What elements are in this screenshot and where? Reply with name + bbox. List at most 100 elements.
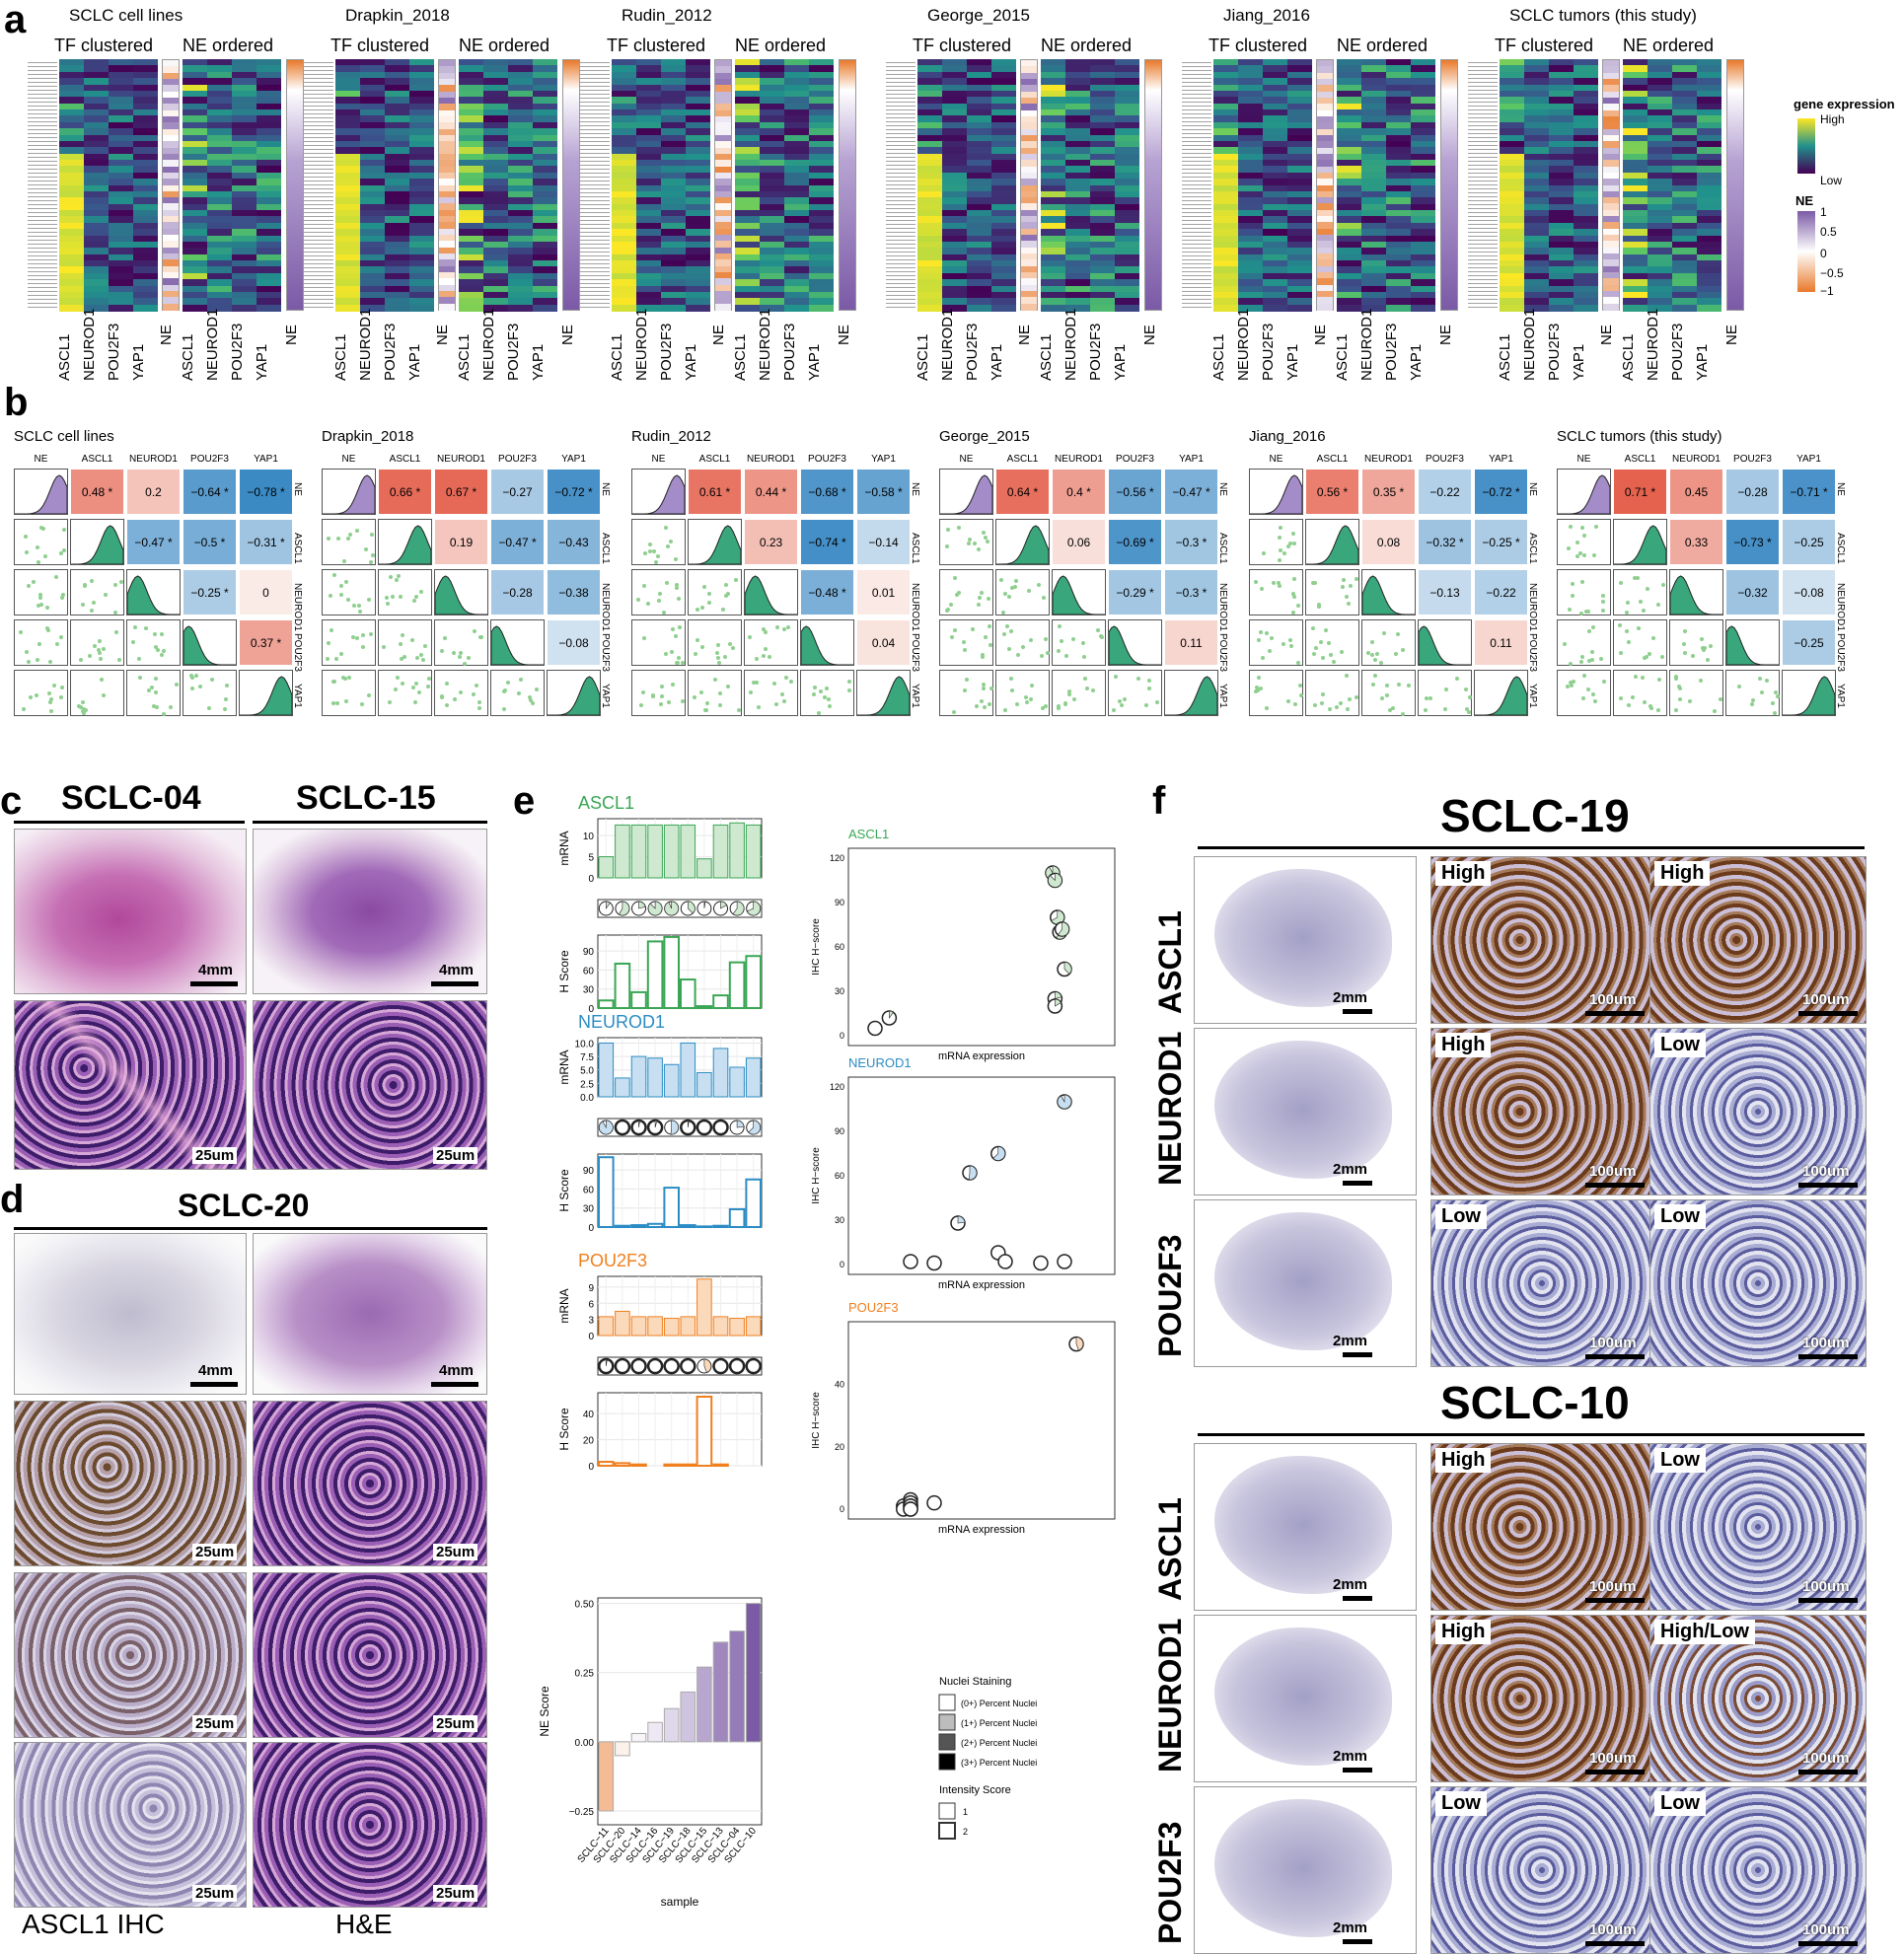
density-plot <box>15 474 67 514</box>
heatmap-cell <box>1361 109 1386 117</box>
heatmap-cell <box>636 59 661 67</box>
heatmap-cell <box>942 65 967 73</box>
ne-cell <box>163 284 179 292</box>
heatmap-cell <box>967 304 991 312</box>
heatmap-cell <box>1574 128 1598 136</box>
scatter-pie-slice <box>957 1215 966 1224</box>
heatmap-cell <box>1672 160 1697 168</box>
heatmap-cell <box>1337 84 1361 92</box>
heatmap-cell <box>636 260 661 268</box>
ne-cell <box>1021 278 1037 286</box>
heatmap-cell <box>256 147 281 155</box>
ne-ordered-heatmap <box>459 59 557 312</box>
heatmap-cell <box>760 197 784 205</box>
ne-cell <box>1603 272 1619 280</box>
y-tick-label: 10.0 <box>575 1039 595 1049</box>
scatter-point <box>506 680 511 685</box>
heatmap-cell <box>686 84 710 92</box>
corr-row-label: ASCL1 <box>910 533 920 564</box>
heatmap-cell <box>1090 65 1115 73</box>
heatmap-cell <box>612 71 636 80</box>
heatmap-cell <box>1386 304 1411 312</box>
heatmap-cell <box>1648 285 1672 293</box>
heatmap-cell <box>1213 197 1238 205</box>
heatmap-cell <box>483 109 508 117</box>
heatmap-cell <box>59 84 84 92</box>
heatmap-cell <box>784 222 809 231</box>
gene-axis-label: NEUROD1 <box>1062 308 1079 381</box>
density-cell <box>1725 619 1780 666</box>
heatmap-cell <box>1090 134 1115 142</box>
heatmap-cell <box>1238 266 1263 274</box>
ne-cell <box>1603 197 1619 205</box>
heatmap-cell <box>1287 235 1312 243</box>
heatmap-cell <box>1411 304 1435 312</box>
scatter-point <box>1291 610 1296 615</box>
heatmap-cell <box>109 197 133 205</box>
scatter-point <box>699 645 704 650</box>
heatmap-cell <box>784 241 809 250</box>
ne-cell <box>1317 85 1333 93</box>
heatmap-cell <box>1287 84 1312 92</box>
heatmap-cell <box>133 253 158 261</box>
heatmap-cell <box>459 140 483 149</box>
heatmap-cell <box>1411 172 1435 181</box>
heatmap-cell <box>109 266 133 274</box>
scatter-point <box>44 626 49 631</box>
heatmap-cell <box>991 121 1016 130</box>
heatmap-cell <box>1672 140 1697 149</box>
heatmap-cell <box>1090 179 1115 186</box>
heatmap-cell <box>1524 153 1549 161</box>
heatmap-cell <box>1623 71 1648 80</box>
scatter-pie-slice <box>968 1165 978 1181</box>
scatter-point <box>137 676 142 681</box>
heatmap-cell <box>1648 304 1672 312</box>
scatter-point <box>755 657 760 662</box>
ne-cell <box>1021 303 1037 311</box>
heatmap-cell <box>1065 253 1090 261</box>
scatter-point <box>471 691 476 696</box>
heatmap-cell <box>483 197 508 205</box>
heatmap-cell <box>109 253 133 261</box>
heatmap-cell <box>942 160 967 168</box>
scatter-point <box>393 687 398 691</box>
scatter-point <box>1002 632 1007 637</box>
scatter-point <box>640 690 645 695</box>
heatmap-cell <box>760 140 784 149</box>
heatmap-cell <box>1648 203 1672 211</box>
heatmap-cell <box>991 160 1016 168</box>
heatmap-cell <box>1065 59 1090 67</box>
scatter-point <box>1590 649 1594 654</box>
heatmap-cell <box>1263 147 1287 155</box>
heatmap-cell <box>1065 109 1090 117</box>
gene-axis-label: ASCL1 <box>180 333 196 381</box>
scatter-point <box>61 527 66 532</box>
heatmap-cell <box>661 166 686 174</box>
heatmap-cell <box>636 248 661 255</box>
y-axis-label: mRNA <box>557 1288 571 1323</box>
scatter-point <box>952 575 957 580</box>
heatmap-cell <box>1238 298 1263 306</box>
heatmap-cell <box>59 190 84 199</box>
heatmap-cell <box>1524 235 1549 243</box>
corr-cell: −0.28 <box>1725 469 1780 515</box>
scatter-cell <box>631 619 686 666</box>
bar <box>696 1005 713 1009</box>
scatter-point <box>1642 655 1647 660</box>
scale-label: 25um <box>192 1544 238 1560</box>
heatmap-cell <box>109 134 133 142</box>
heatmap-cell <box>1090 59 1115 67</box>
heatmap-cell <box>59 197 84 205</box>
heatmap-cell <box>385 103 409 110</box>
ne-cell <box>163 272 179 280</box>
scatter-point <box>339 592 344 597</box>
heatmap-cell <box>459 97 483 105</box>
ne-cell <box>163 104 179 111</box>
heatmap-cell <box>1263 84 1287 92</box>
heatmap-cell <box>385 97 409 105</box>
gene-axis-label: POU2F3 <box>106 323 122 381</box>
heatmap-cell <box>661 78 686 86</box>
heatmap-cell <box>1549 279 1574 287</box>
corr-row-label: YAP1 <box>910 684 920 708</box>
scatter-point <box>1585 687 1590 691</box>
